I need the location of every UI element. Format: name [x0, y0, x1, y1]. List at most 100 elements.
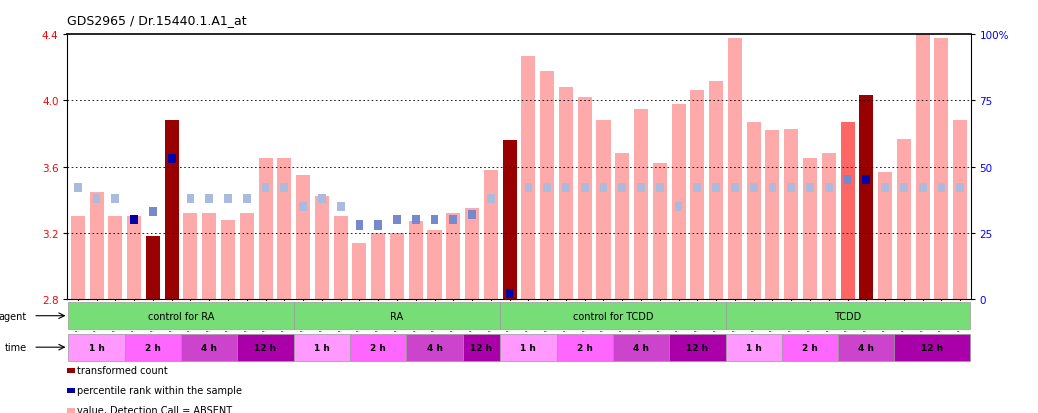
Bar — [540, 71, 554, 299]
Bar — [412, 216, 419, 225]
Bar — [484, 171, 498, 299]
Bar — [502, 141, 517, 299]
Bar — [788, 184, 795, 193]
Bar — [125, 334, 181, 361]
Bar — [393, 216, 401, 225]
Bar — [409, 222, 422, 299]
Bar — [336, 202, 345, 211]
Bar — [243, 195, 250, 204]
Bar — [318, 195, 326, 204]
Bar — [92, 195, 101, 204]
Text: transformed count: transformed count — [78, 366, 168, 375]
Text: 12 h: 12 h — [686, 343, 708, 352]
Bar — [146, 237, 160, 299]
Bar — [675, 202, 682, 211]
Bar — [895, 334, 969, 361]
Text: 2 h: 2 h — [577, 343, 593, 352]
Text: 12 h: 12 h — [470, 343, 492, 352]
Bar — [130, 216, 138, 225]
Bar — [881, 184, 889, 193]
Bar — [168, 155, 175, 164]
Bar — [487, 195, 495, 204]
Bar — [543, 184, 551, 193]
Text: value, Detection Call = ABSENT: value, Detection Call = ABSENT — [78, 405, 233, 413]
Bar — [500, 334, 556, 361]
Bar — [578, 98, 592, 299]
Bar — [844, 176, 851, 185]
Text: 4 h: 4 h — [633, 343, 649, 352]
Bar — [524, 184, 532, 193]
Bar — [897, 139, 911, 299]
Text: 12 h: 12 h — [254, 343, 276, 352]
Bar — [294, 334, 350, 361]
Bar — [468, 210, 476, 219]
Text: 4 h: 4 h — [427, 343, 442, 352]
Text: 4 h: 4 h — [858, 343, 874, 352]
Text: GDS2965 / Dr.15440.1.A1_at: GDS2965 / Dr.15440.1.A1_at — [67, 14, 247, 27]
Bar — [731, 184, 739, 193]
Bar — [634, 109, 648, 299]
Bar — [296, 176, 310, 299]
Bar — [89, 192, 104, 299]
Bar — [712, 184, 720, 193]
Bar — [406, 334, 463, 361]
Bar — [238, 334, 294, 361]
Text: 2 h: 2 h — [145, 343, 161, 352]
Bar — [782, 334, 838, 361]
Text: control for TCDD: control for TCDD — [573, 311, 653, 321]
Bar — [446, 214, 460, 299]
Bar — [728, 38, 742, 299]
Bar — [558, 88, 573, 299]
Bar — [784, 129, 798, 299]
Bar — [562, 184, 570, 193]
Bar — [825, 184, 832, 193]
Bar — [111, 195, 119, 204]
Bar — [597, 121, 610, 299]
Bar — [822, 154, 836, 299]
Bar — [463, 334, 500, 361]
Text: agent: agent — [0, 311, 27, 321]
Bar — [375, 221, 382, 230]
Bar — [521, 57, 536, 299]
Bar — [465, 209, 480, 299]
Bar — [221, 220, 235, 299]
Bar — [372, 233, 385, 299]
Bar — [953, 121, 967, 299]
Bar — [726, 334, 782, 361]
Bar — [612, 334, 670, 361]
Text: percentile rank within the sample: percentile rank within the sample — [78, 385, 243, 395]
Bar — [690, 91, 705, 299]
Text: time: time — [5, 342, 27, 352]
Bar — [506, 290, 514, 299]
Bar — [616, 154, 629, 299]
Bar — [803, 159, 817, 299]
Bar — [726, 303, 969, 329]
Bar — [187, 195, 194, 204]
Bar — [916, 32, 930, 299]
Bar — [934, 38, 949, 299]
Bar — [333, 217, 348, 299]
Bar — [637, 184, 645, 193]
Bar — [69, 303, 294, 329]
Bar — [956, 184, 964, 193]
Text: RA: RA — [390, 311, 404, 321]
Bar — [431, 216, 438, 225]
Text: 2 h: 2 h — [802, 343, 818, 352]
Bar — [315, 197, 329, 299]
Text: 1 h: 1 h — [520, 343, 537, 352]
Bar — [299, 202, 307, 211]
Bar — [500, 303, 726, 329]
Bar — [937, 184, 946, 193]
Bar — [859, 96, 873, 299]
Bar — [709, 81, 723, 299]
Bar — [581, 184, 589, 193]
Bar — [653, 164, 666, 299]
Bar — [768, 184, 776, 193]
Text: 1 h: 1 h — [745, 343, 762, 352]
Bar — [749, 184, 758, 193]
Bar — [69, 334, 125, 361]
Bar — [280, 184, 289, 193]
Text: 1 h: 1 h — [313, 343, 330, 352]
Bar — [202, 214, 216, 299]
Bar — [693, 184, 702, 193]
